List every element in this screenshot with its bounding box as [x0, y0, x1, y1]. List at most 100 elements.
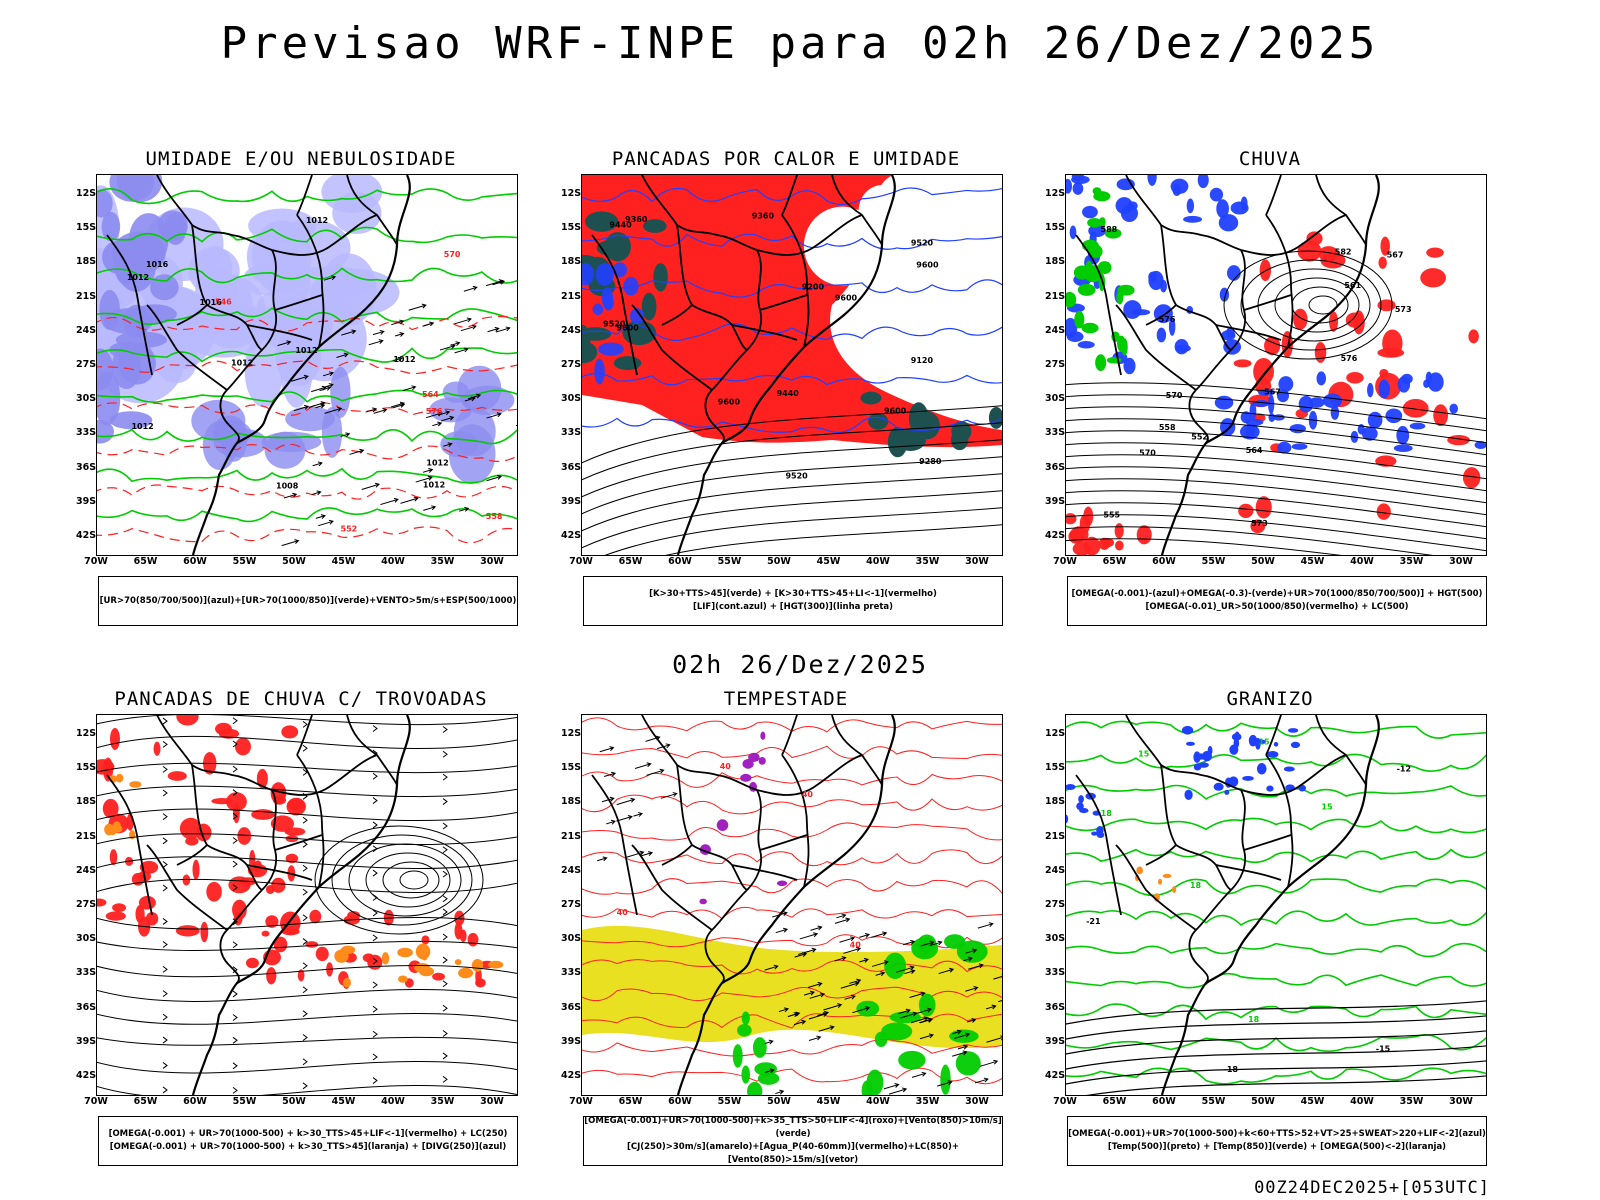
field-patch	[1218, 214, 1239, 232]
contour-line	[582, 906, 1002, 920]
streamline-arrow	[302, 888, 308, 896]
field-patch	[1069, 225, 1077, 240]
field-patch	[1156, 327, 1167, 343]
field-patch	[866, 1069, 884, 1095]
lat-tick-label: 24S	[1045, 864, 1066, 876]
wind-vector	[361, 482, 380, 490]
wind-vector	[606, 819, 616, 825]
wind-vector	[311, 385, 327, 393]
field-patch	[1101, 537, 1114, 548]
field-patch	[102, 798, 119, 819]
contour-line	[97, 484, 517, 500]
lon-tick-label: 70W	[1053, 556, 1077, 567]
field-patch	[1158, 878, 1163, 885]
lat-tick-label: 27S	[561, 899, 582, 910]
field-patch	[488, 960, 504, 969]
field-patch	[1229, 744, 1239, 755]
lon-tick-label: 35W	[430, 556, 455, 567]
state-border	[631, 304, 713, 391]
wind-vector	[458, 506, 470, 512]
contour-label: 9520	[785, 472, 808, 481]
field-patch	[776, 880, 788, 887]
wind-vector	[467, 393, 482, 400]
field-patch	[1148, 271, 1157, 283]
state-border	[106, 234, 153, 376]
field-patch	[398, 975, 408, 983]
lon-tick-label: 35W	[430, 1096, 455, 1107]
streamline	[97, 1012, 517, 1025]
lon-tick-label: 35W	[1399, 556, 1424, 567]
wind-vector	[834, 956, 847, 962]
field-patch	[584, 211, 619, 232]
field-patch	[415, 943, 431, 960]
field-patch	[1115, 197, 1133, 215]
field-patch	[1072, 541, 1092, 555]
contour-label: 18	[1190, 881, 1202, 890]
field-patch	[1256, 739, 1266, 745]
state-border	[1160, 224, 1232, 351]
field-patch	[1361, 426, 1378, 441]
streamline	[97, 878, 517, 893]
state-border	[296, 715, 313, 756]
streamline-arrow	[372, 869, 378, 877]
state-border	[591, 234, 638, 376]
contour-label: 552	[341, 525, 358, 534]
state-border	[1243, 834, 1292, 851]
contour-label: 1012	[127, 273, 149, 282]
hgt-contour	[582, 456, 1002, 515]
field-patch	[1233, 359, 1252, 368]
contour-label: 9600	[884, 406, 907, 415]
state-border	[1115, 844, 1197, 931]
field-patch	[1420, 268, 1446, 288]
lon-tick-label: 45W	[816, 556, 841, 567]
state-border	[1230, 249, 1246, 351]
lat-tick-label: 18S	[561, 256, 582, 268]
state-border	[274, 294, 323, 311]
contour-line	[1066, 1003, 1486, 1021]
streamline-arrow	[442, 1030, 448, 1037]
state-border	[631, 844, 713, 931]
field-patch	[211, 797, 233, 805]
state-border	[106, 774, 153, 916]
state-border	[731, 324, 798, 341]
field-patch	[1308, 397, 1325, 408]
lat-tick-label: 27S	[561, 359, 582, 370]
state-border	[781, 175, 798, 216]
field-patch	[135, 904, 145, 924]
lon-tick-label: 45W	[331, 556, 356, 567]
field-patch	[334, 949, 349, 963]
field-patch	[265, 915, 279, 928]
wind-vector	[308, 401, 326, 408]
field-patch	[1066, 814, 1069, 824]
wind-vector	[852, 1006, 871, 1014]
field-patch	[281, 928, 300, 936]
field-patch	[716, 819, 729, 831]
field-patch	[271, 877, 286, 893]
field-patch	[206, 881, 222, 902]
contour-label: 15	[1138, 749, 1150, 758]
lon-tick-label: 55W	[1201, 1096, 1226, 1107]
contour-line	[1066, 720, 1486, 739]
contour-line	[97, 507, 517, 523]
state-border	[261, 249, 277, 351]
contour-label: 40	[720, 762, 732, 771]
contour-line	[97, 443, 517, 462]
contour-label: 9280	[919, 457, 942, 466]
lon-tick-label: 35W	[915, 556, 940, 567]
wind-vector	[439, 344, 456, 351]
lat-tick-label: 18S	[1045, 796, 1066, 808]
wind-vector	[799, 932, 819, 940]
wind-vector	[775, 1089, 785, 1095]
wind-vector	[365, 407, 378, 413]
state-border	[271, 754, 378, 796]
lon-tick-label: 70W	[569, 1096, 593, 1107]
field-patch	[109, 411, 153, 430]
contour-label: 1008	[276, 482, 299, 491]
field-patch	[192, 859, 200, 880]
field-patch	[167, 771, 187, 781]
field-patch	[139, 860, 159, 874]
wind-vector	[324, 406, 343, 414]
field-patch	[269, 249, 311, 314]
field-patch	[381, 952, 390, 965]
field-patch	[1378, 379, 1390, 399]
